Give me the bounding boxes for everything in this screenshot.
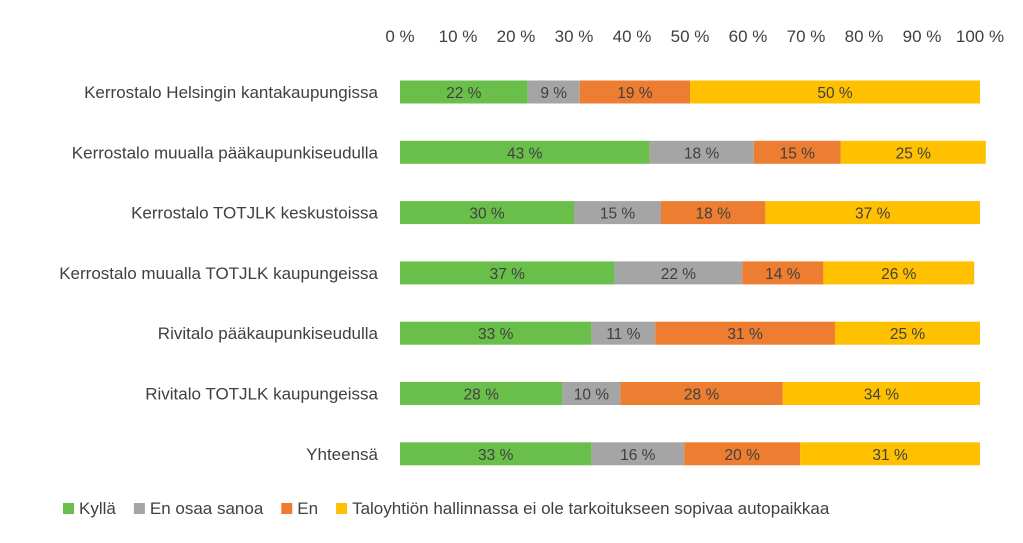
bar-segment <box>782 382 980 405</box>
data-label: 15 % <box>780 145 816 162</box>
bar-segment <box>400 382 563 405</box>
x-tick-label: 80 % <box>845 27 884 46</box>
bar-segment <box>400 140 650 164</box>
category-label: Kerrostalo muualla pääkaupunkiseudulla <box>72 143 379 162</box>
data-label: 34 % <box>864 387 900 404</box>
bars: 22 % 9 % 19 % 50 % 43 % 18 % 15 % 25 % 30 % 15 % 1… <box>400 80 986 466</box>
data-label: 37 % <box>490 266 526 283</box>
bar-segment <box>579 80 690 104</box>
data-label: 43 % <box>507 145 543 162</box>
data-label: 28 % <box>464 387 500 404</box>
x-tick-label: 100 % <box>956 27 1004 46</box>
x-axis: 0 % 10 % 20 % 30 % 40 % 50 % 60 % 70 % 80 % 90 % 1… <box>385 27 1004 46</box>
x-tick-label: 0 % <box>385 27 414 46</box>
bar-segment <box>591 321 656 345</box>
data-label: 15 % <box>600 206 636 223</box>
data-label: 25 % <box>890 326 926 343</box>
bar-segment <box>562 382 621 405</box>
x-tick-label: 70 % <box>787 27 826 46</box>
legend-swatch <box>63 503 74 514</box>
bar-segment <box>649 140 754 164</box>
bar-segment <box>614 261 743 285</box>
category-label: Kerrostalo muualla TOTJLK kaupungeissa <box>59 264 378 283</box>
bar-segment <box>690 80 980 104</box>
data-label: 28 % <box>684 387 720 404</box>
bar-segment <box>840 140 986 164</box>
bar-segment <box>400 80 528 104</box>
bar-segment <box>620 382 783 405</box>
data-label: 11 % <box>606 326 640 343</box>
bar-segment <box>765 201 980 225</box>
category-labels: Kerrostalo Helsingin kantakaupungissa Ker… <box>59 83 378 464</box>
x-tick-label: 50 % <box>671 27 710 46</box>
bar-segment <box>655 321 835 345</box>
bar-segment <box>574 201 661 225</box>
bar-segment <box>835 321 980 345</box>
data-label: 37 % <box>855 206 891 223</box>
category-label: Kerrostalo TOTJLK keskustoissa <box>131 204 378 223</box>
data-label: 30 % <box>469 206 505 223</box>
bar-segment <box>400 442 592 466</box>
data-label: 25 % <box>896 145 932 162</box>
bar-segment <box>400 201 574 225</box>
x-tick-label: 10 % <box>439 27 478 46</box>
x-tick-label: 60 % <box>729 27 768 46</box>
bar-segment <box>400 261 615 285</box>
legend-label: Kyllä <box>79 499 116 518</box>
data-label: 18 % <box>696 206 732 223</box>
bar-segment <box>800 442 980 466</box>
data-label: 16 % <box>620 447 656 464</box>
data-label: 19 % <box>617 85 653 102</box>
category-label: Rivitalo TOTJLK kaupungeissa <box>145 385 378 404</box>
data-label: 50 % <box>817 85 853 102</box>
legend-swatch <box>336 503 348 514</box>
x-tick-label: 90 % <box>903 27 942 46</box>
x-tick-label: 20 % <box>497 27 536 46</box>
data-label: 18 % <box>684 145 720 162</box>
data-label: 9 % <box>540 85 567 102</box>
bar-segment <box>684 442 801 466</box>
bar-segment <box>823 261 975 285</box>
data-label: 31 % <box>872 447 908 464</box>
bar-segment <box>591 442 685 466</box>
category-label: Yhteensä <box>306 445 378 464</box>
legend-swatch <box>133 503 145 514</box>
category-label: Rivitalo pääkaupunkiseudulla <box>158 324 379 343</box>
data-label: 22 % <box>661 266 697 283</box>
data-label: 20 % <box>725 447 761 464</box>
bar-segment <box>753 140 841 164</box>
legend-label: En osaa sanoa <box>150 499 264 518</box>
data-label: 33 % <box>478 326 514 343</box>
data-label: 33 % <box>478 447 514 464</box>
legend-label: Taloyhtiön hallinnassa ei ole tarkoituks… <box>352 499 830 518</box>
x-tick-label: 40 % <box>613 27 652 46</box>
category-label: Kerrostalo Helsingin kantakaupungissa <box>84 83 378 102</box>
legend: Kyllä En osaa sanoa En Taloyhtiön hallinnas… <box>63 499 830 518</box>
x-tick-label: 30 % <box>555 27 594 46</box>
data-label: 14 % <box>765 266 801 283</box>
bar-segment <box>661 201 766 225</box>
bar-segment <box>742 261 824 285</box>
data-label: 10 % <box>574 387 610 404</box>
bar-segment <box>400 321 592 345</box>
legend-swatch <box>281 503 293 514</box>
data-label: 22 % <box>446 85 482 102</box>
legend-label: En <box>297 499 318 518</box>
data-label: 31 % <box>727 326 763 343</box>
data-label: 26 % <box>881 266 917 283</box>
bar-segment <box>527 80 580 104</box>
